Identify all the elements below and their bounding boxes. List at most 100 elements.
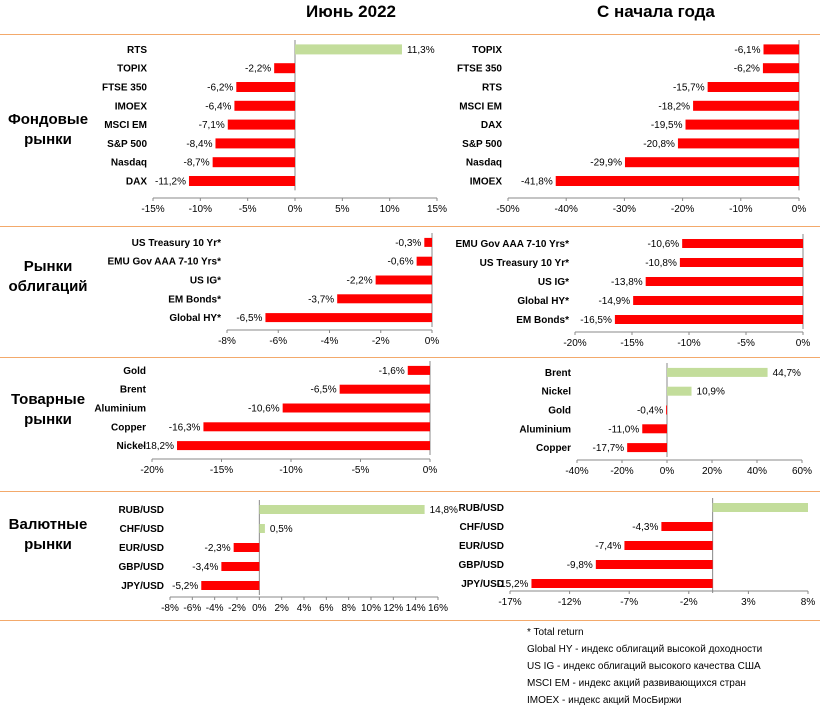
bar [633,296,803,305]
june-2022-header: Июнь 2022 [306,2,396,21]
category-label: TOPIX [117,64,147,75]
value-label: -2,2% [245,64,271,75]
bar [259,524,265,533]
category-label: RUB/USD [118,505,164,516]
value-label: -41,8% [521,177,553,188]
category-label: EUR/USD [119,543,164,554]
x-tick-label: 12% [383,603,403,614]
category-label: S&P 500 [462,139,502,150]
x-tick-label: -5% [239,204,257,215]
category-label: EUR/USD [459,541,504,552]
separator-2 [0,357,820,358]
x-tick-label: -6% [269,336,287,347]
bar [234,100,295,111]
bar [337,294,432,304]
value-label: -6,2% [734,64,760,75]
value-label: -10,6% [647,239,679,250]
category-label: FTSE 350 [457,64,502,75]
value-label: -18,2% [142,441,174,452]
value-label: -0,4% [637,406,663,417]
category-label: JPY/USD [121,581,164,592]
category-label: MSCI EM [104,120,147,131]
value-label: -0,3% [395,238,421,249]
x-tick-label: 14% [406,603,426,614]
x-tick-label: 8% [341,603,356,614]
bar [233,543,260,552]
x-tick-label: -8% [161,603,179,614]
x-tick-label: -10% [677,338,700,349]
footnotes: * Total return Global HY - индекс облига… [527,624,762,709]
bar [227,119,295,130]
value-label: -7,1% [199,120,225,131]
category-label: Global HY* [169,313,221,324]
value-label: -11,2% [155,177,186,188]
value-label: -20,8% [643,139,675,150]
category-label: RUB/USD [458,503,504,514]
bar [624,541,713,550]
bar [685,119,799,130]
category-label: US IG* [538,277,569,288]
x-tick-label: 0% [423,465,438,476]
category-label: Copper [536,443,571,454]
x-tick-label: -8% [218,336,236,347]
section-label-currencies: Валютные рынки [8,516,88,553]
bar [707,82,799,92]
category-label: DAX [126,177,147,188]
value-label: -17,7% [592,443,624,454]
bar [667,367,768,377]
x-tick-label: -2% [372,336,390,347]
category-label: FTSE 350 [102,83,147,94]
bar [614,315,803,324]
separator-3 [0,491,820,492]
x-tick-label: 0% [796,338,811,349]
category-label: EMU Gov AAA 7-10 Yrs* [107,257,221,268]
category-label: DAX [481,120,502,131]
x-tick-label: 5% [335,204,350,215]
category-label: GBP/USD [118,562,164,573]
category-label: EMU Gov AAA 7-10 Yrs* [455,239,569,250]
x-tick-label: -20% [610,466,633,477]
value-label: 11,3% [407,45,435,56]
x-tick-label: 0% [288,204,303,215]
bar [339,384,430,394]
x-tick-label: 10% [361,603,381,614]
x-tick-label: 0% [425,336,440,347]
x-tick-label: -12% [558,597,581,608]
x-tick-label: -15% [210,465,233,476]
bar [201,581,260,590]
category-label: Gold [548,406,571,417]
value-label: -2,3% [205,543,231,554]
x-tick-label: 0% [252,603,267,614]
bar [667,386,692,396]
category-label: EM Bonds* [516,315,569,326]
category-label: Brent [120,385,147,396]
x-tick-label: -30% [613,204,636,215]
x-tick-label: -15% [141,204,164,215]
value-label: -7,4% [595,541,621,552]
x-tick-label: 20% [702,466,722,477]
x-tick-label: 40% [747,466,767,477]
section-label-bonds: Рынки облигаций [8,258,88,295]
category-label: Nickel [117,441,147,452]
bar [531,579,713,588]
value-label: -2,2% [347,276,373,287]
value-label: 14,8% [430,505,458,516]
x-tick-label: 15% [427,204,447,215]
category-label: JPY/USD [461,579,504,590]
bar [259,505,425,514]
value-label: -10,8% [645,258,677,269]
bar [627,443,667,453]
x-tick-label: -10% [189,204,212,215]
bar [595,560,713,569]
footnote-imoex: IMOEX - индекс акций МосБиржи [527,695,682,706]
category-label: US IG* [190,276,221,287]
value-label: -16,3% [169,422,201,433]
bar [215,138,295,149]
category-label: US Treasury 10 Yr* [480,258,569,269]
x-tick-label: -5% [737,338,755,349]
bar [666,405,667,415]
footnote-us-ig: US IG - индекс облигаций высокого качест… [527,661,761,672]
